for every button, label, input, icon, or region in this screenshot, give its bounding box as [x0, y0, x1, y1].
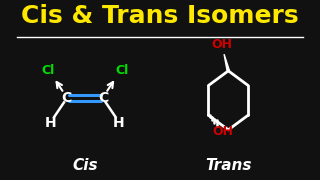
Text: C: C	[99, 91, 109, 105]
Text: Cis: Cis	[72, 158, 98, 173]
Text: Cl: Cl	[42, 64, 55, 77]
Text: H: H	[113, 116, 125, 130]
Text: Cl: Cl	[115, 64, 128, 77]
Text: H: H	[45, 116, 57, 130]
Text: Trans: Trans	[205, 158, 252, 173]
Text: C: C	[61, 91, 71, 105]
Text: OH: OH	[212, 125, 233, 138]
Text: Cis & Trans Isomers: Cis & Trans Isomers	[21, 4, 299, 28]
Polygon shape	[224, 54, 229, 71]
Text: OH: OH	[212, 38, 233, 51]
